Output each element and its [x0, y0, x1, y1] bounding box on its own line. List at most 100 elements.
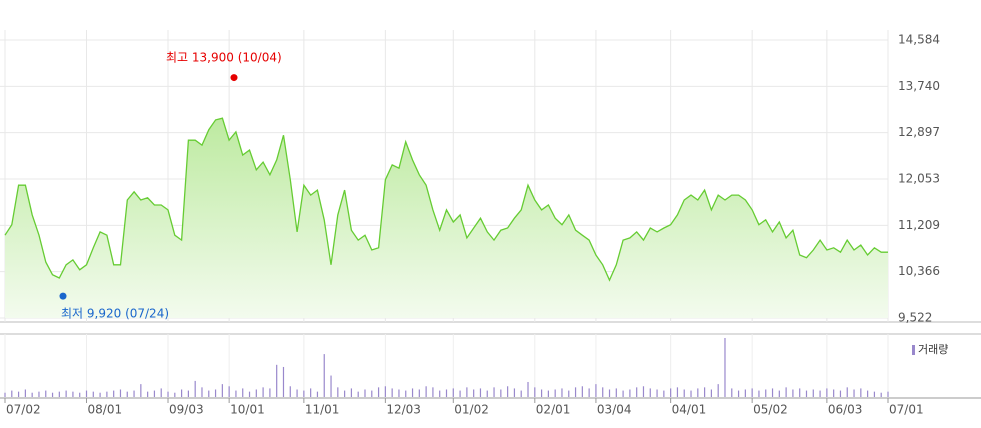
volume-bar [507, 386, 509, 397]
y-tick-label: 12,897 [898, 125, 940, 139]
x-tick-label: 07/02 [6, 403, 41, 417]
volume-bar [106, 391, 108, 397]
volume-bar [391, 388, 393, 397]
volume-bar [737, 390, 740, 397]
volume-bar [799, 388, 801, 397]
volume-bar [520, 390, 522, 397]
volume-bar [792, 389, 794, 397]
volume-bar [425, 386, 427, 397]
x-tick-label: 07/01 [889, 403, 924, 417]
volume-bar [248, 391, 251, 397]
volume-bar [710, 389, 712, 397]
volume-bar [371, 390, 373, 397]
volume-bar [79, 392, 81, 397]
volume-bar [119, 389, 122, 397]
volume-bar [17, 391, 20, 397]
volume-bar [24, 389, 26, 397]
volume-bar [160, 388, 162, 397]
volume-bar [670, 388, 672, 397]
volume-bar [153, 390, 156, 397]
y-tick-label: 14,584 [898, 33, 940, 47]
x-tick-label: 11/01 [305, 403, 340, 417]
volume-bar [269, 388, 271, 397]
volume-bar [357, 391, 359, 397]
volume-bar [194, 380, 196, 397]
high-label: 최고 13,900 (10/04) [166, 51, 282, 65]
volume-bar [31, 392, 33, 397]
y-tick-label: 9,522 [898, 311, 932, 325]
volume-bar [208, 390, 210, 397]
volume-bar [344, 390, 346, 397]
volume-bar [771, 388, 774, 397]
volume-bar [350, 388, 353, 397]
volume-bar [45, 390, 47, 397]
x-tick-label: 05/02 [753, 403, 788, 417]
x-tick-label: 03/04 [597, 403, 632, 417]
volume-bar [704, 387, 706, 397]
volume-bar [765, 389, 767, 397]
volume-bar [140, 384, 142, 397]
volume-bar [676, 387, 679, 397]
low-label: 최저 9,920 (07/24) [61, 307, 169, 321]
x-tick-label: 08/01 [88, 403, 123, 417]
x-tick-label: 12/03 [386, 403, 421, 417]
volume-bar [744, 389, 746, 397]
volume-bar [167, 391, 169, 397]
volume-bar [262, 387, 264, 397]
x-tick-label: 04/01 [672, 403, 707, 417]
volume-bar [377, 387, 380, 397]
volume-bar [51, 392, 54, 397]
volume-bar [201, 387, 203, 397]
x-tick-label: 09/03 [169, 403, 204, 417]
volume-bar [255, 389, 257, 397]
volume-bar [276, 364, 278, 397]
volume-bar [221, 384, 223, 397]
volume-bar [405, 390, 407, 397]
volume-bar [846, 387, 848, 397]
volume-bar [812, 389, 814, 397]
volume-bar [724, 338, 726, 397]
volume-bar [561, 388, 563, 397]
volume-bar [805, 390, 808, 397]
volume-bar [731, 388, 733, 397]
volume-bar [452, 388, 454, 397]
volume-bar [411, 388, 414, 397]
volume-bar [629, 389, 631, 397]
volume-bar [214, 389, 217, 397]
legend-swatch [912, 345, 915, 355]
volume-bar [608, 389, 611, 397]
volume-bar [697, 388, 699, 397]
volume-bar [833, 389, 835, 397]
volume-bar [439, 390, 441, 397]
volume-bar [384, 386, 386, 397]
volume-bar [398, 389, 400, 397]
volume-bar [683, 389, 685, 397]
x-tick-label: 10/01 [230, 403, 265, 417]
volume-bar [445, 389, 448, 397]
volume-bar [819, 390, 821, 397]
price-line [4, 117, 888, 282]
volume-bar [113, 390, 115, 397]
volume-bar [330, 375, 332, 397]
volume-bar [235, 390, 237, 397]
volume-bar [174, 392, 176, 397]
volume-bar [540, 389, 543, 397]
volume-bar [466, 387, 468, 397]
y-tick-label: 11,209 [898, 218, 940, 232]
volume-bar [785, 387, 787, 397]
volume-bar [602, 387, 604, 397]
x-tick-label: 06/03 [828, 403, 863, 417]
volume-bar [337, 387, 339, 397]
volume-bar [513, 388, 516, 397]
volume-bar [11, 390, 13, 397]
volume-bar [867, 390, 869, 397]
y-tick-label: 10,366 [898, 264, 940, 278]
price-area [5, 118, 888, 318]
volume-bar [486, 390, 488, 397]
volume-bar [303, 390, 305, 397]
volume-bar [636, 387, 638, 397]
volume-bar [751, 388, 753, 397]
volume-bar [554, 389, 556, 397]
volume-bar [99, 392, 101, 397]
